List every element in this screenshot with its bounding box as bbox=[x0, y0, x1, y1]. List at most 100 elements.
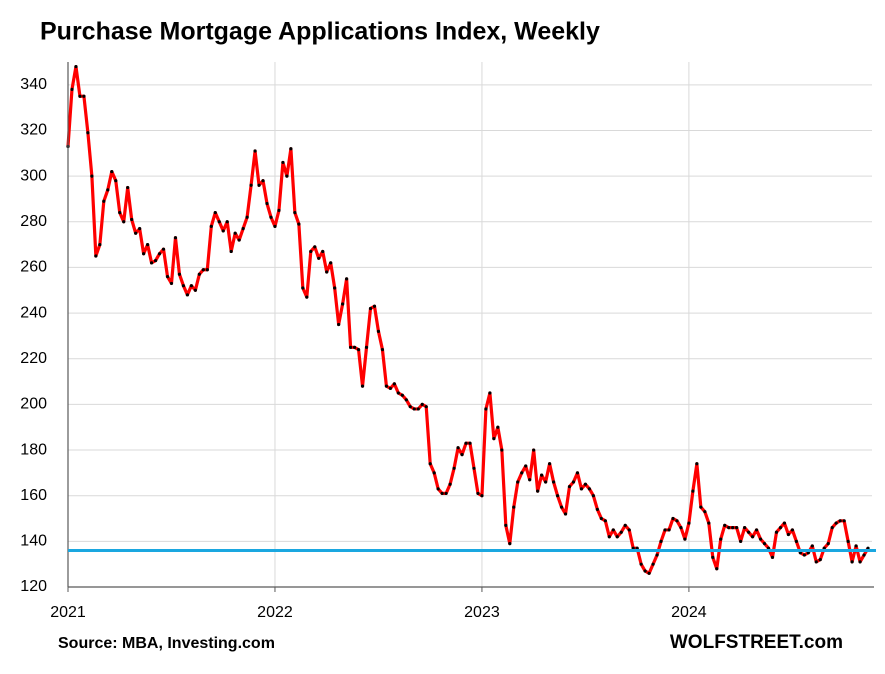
x-tick-label: 2021 bbox=[50, 604, 86, 621]
data-point bbox=[567, 484, 572, 489]
data-point bbox=[472, 466, 476, 470]
data-point bbox=[591, 494, 595, 498]
data-point bbox=[110, 169, 114, 174]
data-point bbox=[639, 562, 643, 566]
data-point bbox=[321, 249, 325, 254]
data-point bbox=[790, 528, 794, 532]
data-point bbox=[118, 211, 122, 215]
data-point bbox=[241, 227, 245, 231]
data-point bbox=[750, 535, 755, 539]
data-point bbox=[500, 448, 504, 452]
data-point bbox=[452, 466, 456, 470]
data-point bbox=[122, 220, 126, 224]
data-point bbox=[850, 560, 854, 564]
data-point bbox=[671, 516, 675, 521]
data-point bbox=[818, 558, 822, 562]
data-point bbox=[384, 384, 389, 388]
data-point bbox=[659, 539, 663, 543]
data-point bbox=[142, 252, 146, 256]
y-tick-label: 220 bbox=[20, 350, 47, 367]
data-point bbox=[309, 249, 313, 254]
data-point bbox=[114, 179, 118, 183]
y-tick-label: 240 bbox=[20, 304, 47, 321]
data-point bbox=[575, 471, 580, 475]
data-point bbox=[683, 537, 687, 541]
data-point bbox=[161, 247, 166, 251]
x-tick-label: 2023 bbox=[464, 604, 500, 621]
data-point bbox=[157, 252, 162, 256]
data-point bbox=[169, 281, 174, 286]
data-point bbox=[675, 519, 679, 523]
data-point bbox=[842, 519, 846, 523]
data-point bbox=[285, 174, 289, 178]
x-tick-label: 2022 bbox=[257, 604, 293, 621]
grid bbox=[68, 62, 872, 588]
data-point bbox=[213, 211, 217, 215]
data-point bbox=[707, 521, 711, 525]
data-point bbox=[599, 516, 603, 521]
data-point bbox=[98, 243, 102, 247]
data-point bbox=[297, 222, 301, 226]
data-point bbox=[611, 528, 615, 532]
data-point bbox=[313, 245, 317, 249]
data-point bbox=[428, 462, 432, 466]
data-point bbox=[711, 555, 715, 559]
data-point bbox=[830, 526, 834, 530]
y-tick-label: 140 bbox=[20, 533, 47, 550]
data-point bbox=[269, 215, 273, 219]
data-point bbox=[782, 521, 787, 525]
data-point bbox=[348, 345, 353, 349]
data-point bbox=[325, 270, 329, 274]
data-point bbox=[679, 526, 683, 530]
data-point bbox=[134, 231, 138, 235]
data-point bbox=[146, 243, 150, 247]
data-point bbox=[854, 544, 858, 548]
data-point bbox=[265, 201, 269, 206]
data-point bbox=[663, 528, 667, 532]
data-point bbox=[540, 473, 544, 477]
data-point bbox=[715, 567, 719, 571]
data-point bbox=[78, 94, 82, 98]
data-point bbox=[723, 523, 727, 527]
data-point bbox=[731, 526, 735, 530]
data-point bbox=[341, 302, 345, 306]
data-point bbox=[440, 491, 444, 496]
data-point bbox=[165, 274, 170, 279]
data-point bbox=[794, 539, 798, 543]
data-point bbox=[786, 532, 791, 537]
data-point bbox=[524, 464, 528, 468]
data-point bbox=[532, 448, 536, 452]
data-point bbox=[392, 382, 396, 386]
data-point bbox=[225, 220, 229, 224]
data-point bbox=[838, 519, 842, 523]
data-point bbox=[82, 94, 86, 98]
data-point bbox=[834, 521, 838, 525]
data-point bbox=[173, 236, 178, 240]
data-point bbox=[408, 405, 412, 409]
data-point bbox=[699, 505, 703, 509]
data-point bbox=[289, 147, 293, 151]
brand: WOLFSTREET.com bbox=[670, 632, 843, 653]
data-point bbox=[189, 284, 193, 288]
data-point bbox=[647, 571, 651, 575]
data-point bbox=[149, 261, 154, 265]
data-point bbox=[253, 149, 257, 153]
data-point bbox=[368, 306, 373, 311]
data-point bbox=[249, 183, 253, 187]
data-point bbox=[90, 174, 94, 178]
data-point bbox=[528, 478, 532, 482]
data-point bbox=[559, 505, 564, 509]
x-tick-label: 2024 bbox=[671, 604, 707, 621]
data-point bbox=[432, 471, 436, 475]
data-point bbox=[544, 480, 548, 484]
data-point bbox=[404, 398, 408, 402]
data-point bbox=[595, 507, 599, 511]
data-point bbox=[858, 560, 862, 564]
data-point bbox=[747, 530, 751, 534]
data-point bbox=[587, 487, 592, 491]
data-point bbox=[237, 238, 241, 242]
data-point bbox=[261, 179, 265, 183]
data-line bbox=[66, 64, 870, 575]
data-point bbox=[651, 562, 655, 566]
data-point bbox=[257, 183, 261, 187]
